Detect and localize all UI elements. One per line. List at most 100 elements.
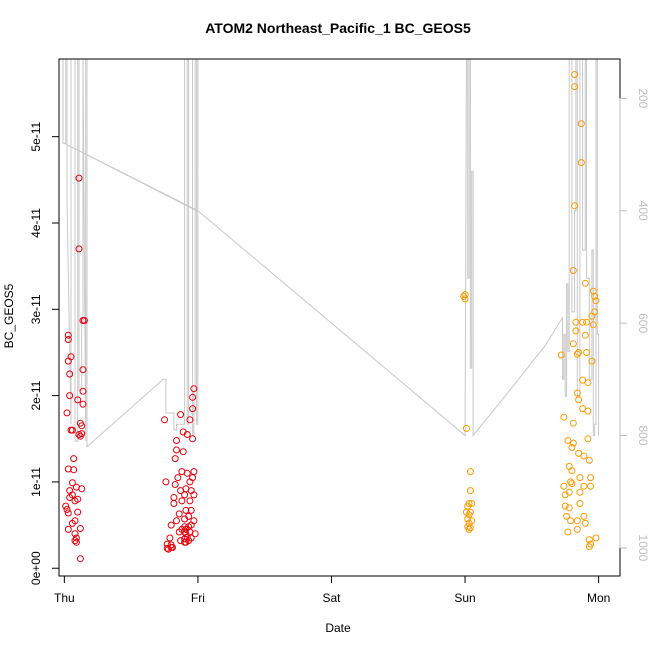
data-point (465, 500, 473, 507)
data-point (161, 416, 168, 424)
data-point (64, 336, 72, 343)
x-tick-label: Mon (587, 591, 610, 605)
plot-frame (58, 58, 621, 577)
data-point (560, 482, 568, 490)
data-point (182, 506, 190, 514)
data-point (569, 419, 577, 427)
data-point (564, 437, 572, 444)
data-point (461, 291, 469, 299)
y-tick-label: 1e-11 (29, 467, 43, 497)
data-point (74, 495, 82, 503)
data-point (190, 517, 198, 525)
data-point (585, 456, 593, 464)
data-point (584, 379, 592, 387)
data-point (166, 534, 174, 542)
data-point (585, 543, 593, 551)
data-point (585, 536, 593, 544)
y2-axis: 200 400 600 800 1000 (619, 88, 650, 562)
data-point (466, 468, 474, 476)
data-point (587, 474, 595, 482)
data-point (72, 534, 80, 542)
y2-tick-label: 400 (636, 201, 650, 221)
data-point (561, 502, 569, 510)
data-point (565, 504, 573, 512)
x-axis: Thu Fri Sat Sun Mon (54, 575, 610, 605)
data-point (182, 530, 190, 538)
x-tick-label: Fri (191, 591, 205, 605)
data-point (171, 455, 179, 463)
data-points (62, 71, 600, 563)
data-point (63, 409, 71, 417)
data-point (589, 287, 597, 295)
data-point (568, 480, 576, 488)
data-point (185, 512, 193, 520)
data-point (174, 474, 182, 482)
data-point (71, 517, 79, 525)
data-point (564, 528, 572, 536)
data-point (79, 400, 87, 408)
data-point (581, 519, 589, 527)
data-point (567, 478, 575, 486)
data-point (572, 327, 580, 335)
data-point (177, 411, 185, 419)
data-point (171, 481, 179, 488)
data-point (466, 524, 474, 532)
data-point (76, 525, 84, 532)
data-point (576, 500, 584, 507)
data-point (64, 331, 72, 339)
data-point (175, 510, 183, 518)
data-point (187, 506, 195, 514)
data-point (464, 515, 472, 523)
data-point (68, 426, 76, 434)
data-point (167, 521, 175, 529)
data-point (183, 431, 191, 438)
chart-title: ATOM2 Northeast_Pacific_1 BC_GEOS5 (205, 20, 471, 36)
data-point (569, 340, 577, 348)
data-point (581, 279, 589, 287)
data-point (179, 448, 187, 456)
x-tick-label: Thu (54, 591, 75, 605)
data-point (560, 413, 568, 421)
y2-tick-label: 800 (636, 425, 650, 445)
data-point (580, 512, 588, 520)
x-axis-label: Date (325, 621, 351, 635)
data-point (79, 387, 87, 395)
data-point (190, 385, 198, 393)
data-point (568, 467, 576, 475)
data-point (468, 517, 476, 525)
data-point (589, 321, 597, 329)
data-point (571, 83, 579, 91)
data-point (576, 474, 584, 482)
data-point (64, 509, 72, 517)
data-point (71, 530, 79, 538)
data-point (163, 544, 171, 552)
data-point (587, 482, 595, 490)
data-point (573, 525, 581, 533)
data-point (573, 389, 581, 397)
data-point (70, 466, 78, 474)
data-point (75, 174, 83, 182)
data-point (162, 478, 170, 486)
x-tick-label: Sun (454, 591, 475, 605)
data-point (173, 446, 180, 454)
data-point (173, 517, 180, 525)
y-tick-label: 4e-11 (29, 208, 43, 238)
data-point (181, 491, 189, 499)
y2-tick-label: 200 (636, 88, 650, 108)
x-tick-label: Sat (322, 591, 341, 605)
data-point (569, 267, 577, 274)
y-tick-label: 2e-11 (29, 380, 43, 410)
data-point (170, 500, 178, 507)
data-point (573, 517, 581, 525)
data-point (76, 555, 84, 563)
data-point (584, 407, 592, 415)
data-point (591, 292, 599, 300)
data-point (74, 396, 82, 404)
data-point (575, 396, 583, 404)
data-point (577, 120, 585, 128)
data-point (572, 318, 580, 326)
data-point (80, 317, 88, 324)
data-point (462, 424, 470, 432)
data-point (74, 508, 82, 516)
